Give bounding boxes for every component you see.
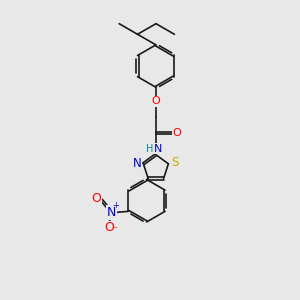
Text: O: O (104, 221, 114, 234)
Text: O: O (172, 128, 181, 138)
Text: ⁻: ⁻ (113, 226, 118, 236)
Text: S: S (171, 156, 178, 169)
Text: +: + (112, 201, 119, 210)
Text: N: N (133, 157, 141, 170)
Text: O: O (152, 96, 160, 106)
Text: H: H (146, 144, 153, 154)
Text: O: O (91, 192, 101, 205)
Text: N: N (107, 206, 116, 219)
Text: N: N (154, 144, 162, 154)
